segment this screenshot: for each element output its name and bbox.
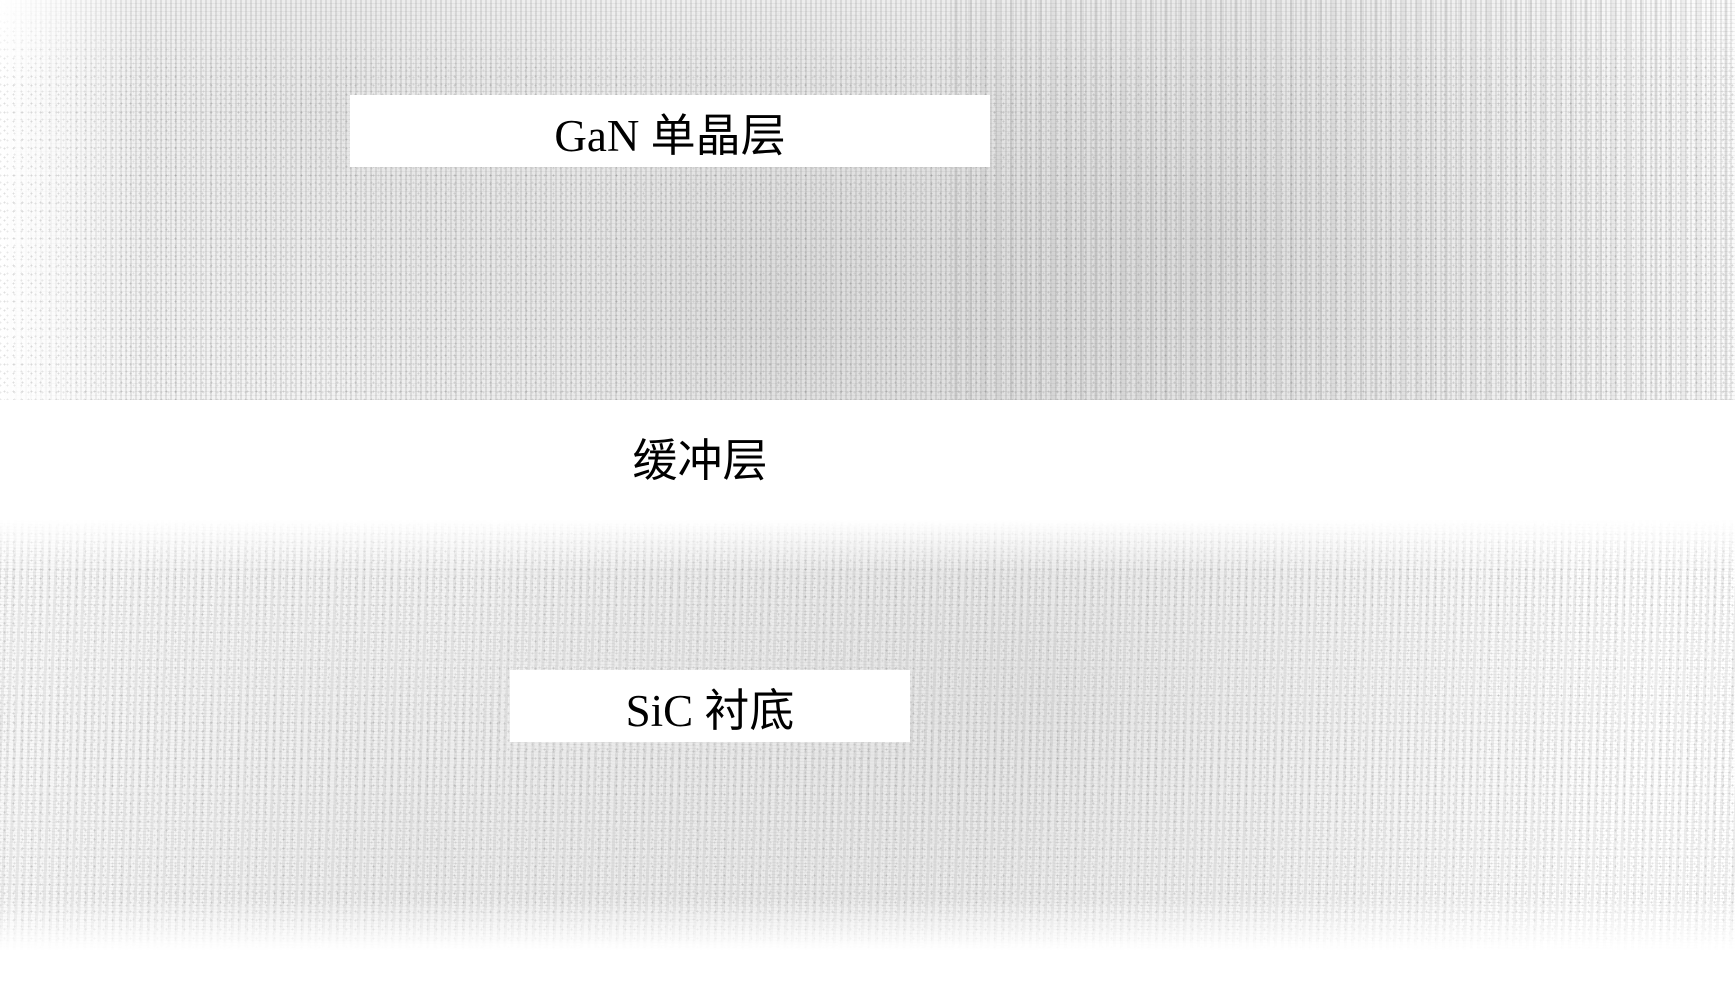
layer-buffer [0, 400, 1735, 520]
gan-vertical-streaks [954, 0, 1735, 400]
sic-label-strip: SiC 衬底 [510, 670, 910, 742]
layer-gan [0, 0, 1735, 400]
buffer-label-text: 缓冲层 [632, 424, 767, 489]
gan-label-strip: GaN 单晶层 [350, 95, 990, 167]
buffer-label-strip: 缓冲层 [540, 420, 860, 492]
gan-label-text: GaN 单晶层 [554, 99, 785, 164]
sic-label-text: SiC 衬底 [626, 674, 795, 739]
